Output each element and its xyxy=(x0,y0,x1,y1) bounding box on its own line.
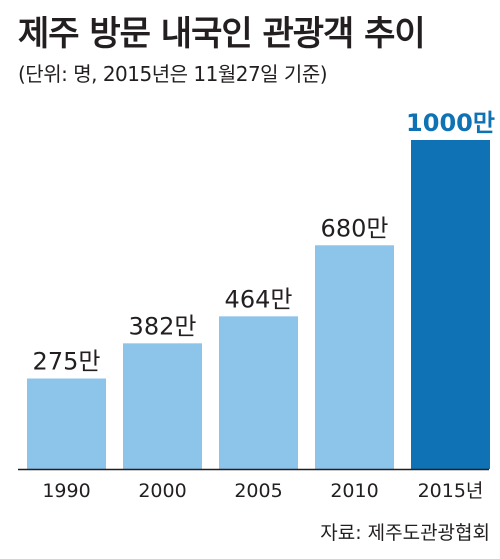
category-label-2000: 2000 xyxy=(138,480,186,502)
chart-title: 제주 방문 내국인 관광객 추이 xyxy=(18,14,426,54)
bars-group xyxy=(27,140,490,469)
value-label-2005: 464만 xyxy=(225,285,293,313)
bar-2010 xyxy=(315,245,394,469)
category-labels-group: 1990 2000 2005 2010 2015년 xyxy=(42,480,483,502)
value-label-2015년: 1000만 xyxy=(406,109,495,137)
category-label-1990: 1990 xyxy=(42,480,90,502)
category-label-2010: 2010 xyxy=(330,480,378,502)
value-label-2010: 680만 xyxy=(321,214,389,242)
bar-1990 xyxy=(27,378,106,469)
bar-2005 xyxy=(219,316,298,469)
value-label-1990: 275만 xyxy=(33,348,101,376)
category-label-2005: 2005 xyxy=(234,480,282,502)
category-label-2015년: 2015년 xyxy=(418,480,484,502)
value-labels-group: 275만 382만 464만 680만 1000만 xyxy=(33,109,495,376)
value-label-2000: 382만 xyxy=(129,312,197,340)
chart-subtitle: (단위: 명, 2015년은 11월27일 기준) xyxy=(18,62,328,86)
bar-2000 xyxy=(123,343,202,469)
source-note: 자료: 제주도관광협회 xyxy=(320,522,490,544)
bar-2015년 xyxy=(411,140,490,469)
